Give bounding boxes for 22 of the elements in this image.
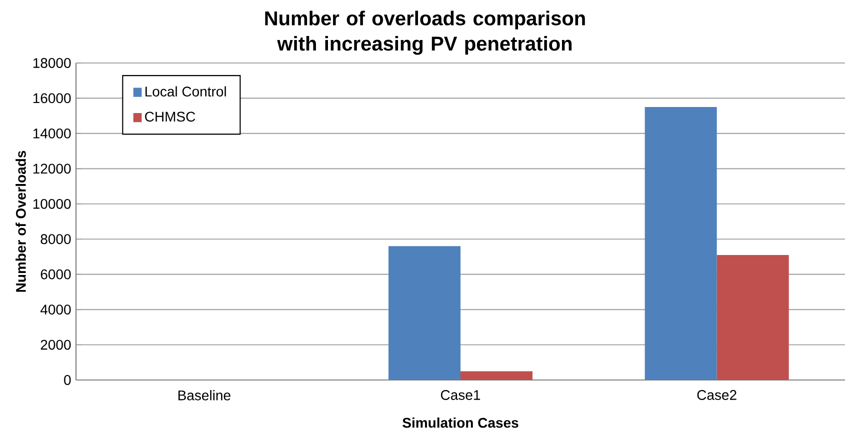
y-tick-label: 16000 [33,93,71,104]
bar [716,254,789,380]
legend-label: CHMSC [145,112,196,122]
y-tick-label: 8000 [40,234,71,244]
y-tick-label: 0 [64,375,71,385]
bar [388,246,460,380]
y-axis-title: Number of Overloads [16,150,26,292]
bar [460,371,533,380]
x-tick-label: Case1 [440,390,480,400]
y-tick-label: 14000 [33,128,71,138]
x-tick-label: Baseline [178,390,230,400]
legend-label: Local Control [146,86,226,97]
y-tick-label: 4000 [40,304,71,315]
x-tick-label: Case2 [697,390,736,400]
y-tick-label: 18000 [33,58,71,68]
x-axis-title: Simulation Cases [402,417,518,428]
bar [644,107,717,380]
y-tick-label: 6000 [40,269,71,280]
y-tick-label: 12000 [33,164,71,174]
y-tick-label: 10000 [33,198,71,209]
chart-title: Number of overloads comparison with increasing PV penetration [265,10,585,55]
y-tick-label: 2000 [40,340,71,350]
